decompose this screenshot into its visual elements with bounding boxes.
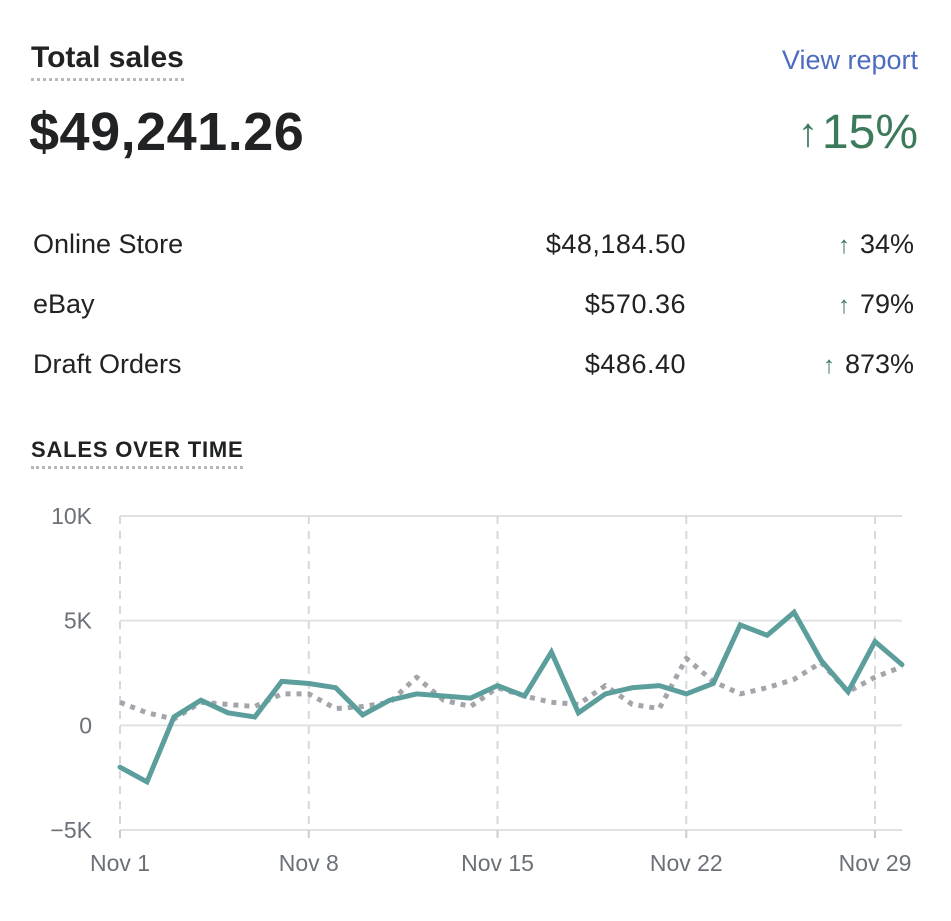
x-tick-label: Nov 29 — [839, 850, 912, 876]
channel-amount: $486.40 — [584, 349, 686, 379]
series-line-current — [117, 608, 905, 786]
x-tick-label: Nov 8 — [279, 850, 339, 876]
channel-amount: $570.36 — [584, 289, 686, 319]
channel-change: ↑ 873% — [823, 346, 914, 384]
channel-change-value: 873% — [844, 349, 914, 379]
arrow-up-icon: ↑ — [837, 232, 850, 259]
x-tick-label: Nov 15 — [461, 850, 534, 876]
channel-name: Draft Orders — [33, 349, 182, 379]
channel-change: ↑ 79% — [838, 286, 914, 324]
channel-change: ↑ 34% — [838, 226, 914, 264]
view-report-link[interactable]: View report — [781, 45, 918, 75]
arrow-up-icon: ↑ — [797, 111, 818, 155]
channel-amount: $48,184.50 — [545, 229, 686, 259]
total-sales-value: $49,241.26 — [29, 102, 305, 162]
channel-row-online-store: Online Store $48,184.50 ↑ 34% — [33, 226, 914, 262]
y-tick-label: 10K — [51, 503, 93, 529]
y-tick-label: 5K — [64, 608, 93, 634]
channel-change-value: 79% — [859, 289, 914, 319]
channel-name: eBay — [33, 289, 95, 319]
channel-row-ebay: eBay $570.36 ↑ 79% — [33, 286, 914, 322]
channel-name: Online Store — [33, 229, 184, 259]
total-sales-change: ↑ 15% — [798, 104, 918, 162]
sales-over-time-title: SALES OVER TIME — [31, 436, 244, 469]
arrow-up-icon: ↑ — [837, 292, 850, 319]
channel-row-draft-orders: Draft Orders $486.40 ↑ 873% — [33, 346, 914, 382]
channel-change-value: 34% — [859, 229, 914, 259]
x-tick-label: Nov 1 — [90, 850, 150, 876]
x-tick-label: Nov 22 — [650, 850, 723, 876]
sales-over-time-chart[interactable]: 10K 5K 0 −5K Nov 1 Nov 8 Nov 15 Nov 22 Nov 29 — [0, 490, 951, 910]
y-tick-label: −5K — [50, 817, 92, 843]
y-tick-label: 0 — [79, 712, 92, 738]
total-sales-title: Total sales — [31, 40, 184, 81]
arrow-up-icon: ↑ — [822, 352, 835, 379]
total-sales-change-value: 15% — [821, 106, 918, 159]
